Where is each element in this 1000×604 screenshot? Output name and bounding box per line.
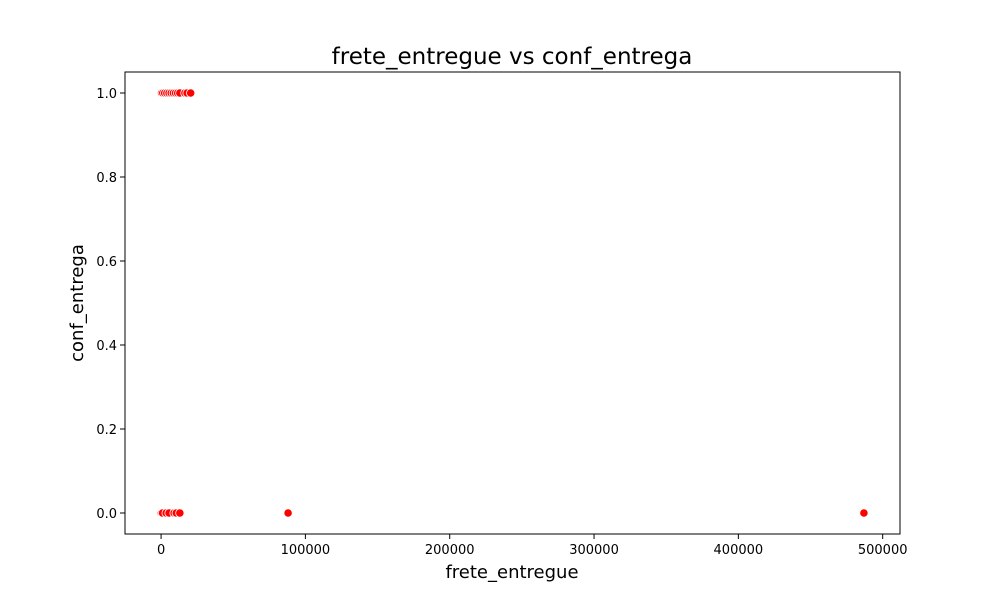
y-tick-label: 1.0 bbox=[96, 87, 117, 102]
x-axis-label: frete_entregue bbox=[445, 562, 578, 583]
data-point bbox=[283, 508, 293, 518]
x-tick-label: 200000 bbox=[425, 543, 475, 558]
data-point bbox=[186, 88, 196, 98]
y-tick-label: 0.2 bbox=[96, 423, 117, 438]
data-point bbox=[175, 508, 185, 518]
data-points bbox=[156, 88, 869, 518]
y-tick-label: 0.0 bbox=[96, 507, 117, 522]
x-axis: 0 100000 200000 300000 400000 500000 bbox=[157, 534, 908, 558]
x-tick-label: 400000 bbox=[714, 543, 764, 558]
plot-frame bbox=[124, 71, 901, 535]
y-tick-label: 0.8 bbox=[96, 171, 117, 186]
x-tick-label: 0 bbox=[157, 543, 165, 558]
chart-title: frete_entregue vs conf_entrega bbox=[332, 44, 693, 70]
plot-area bbox=[124, 71, 901, 535]
x-tick-label: 100000 bbox=[281, 543, 331, 558]
data-point bbox=[859, 508, 869, 518]
y-axis: 0.0 0.2 0.4 0.6 0.8 1.0 bbox=[96, 87, 125, 522]
x-tick-label: 500000 bbox=[858, 543, 908, 558]
y-tick-label: 0.6 bbox=[96, 255, 117, 270]
y-axis-label: conf_entrega bbox=[67, 244, 88, 362]
y-tick-label: 0.4 bbox=[96, 339, 117, 354]
x-tick-label: 300000 bbox=[569, 543, 619, 558]
